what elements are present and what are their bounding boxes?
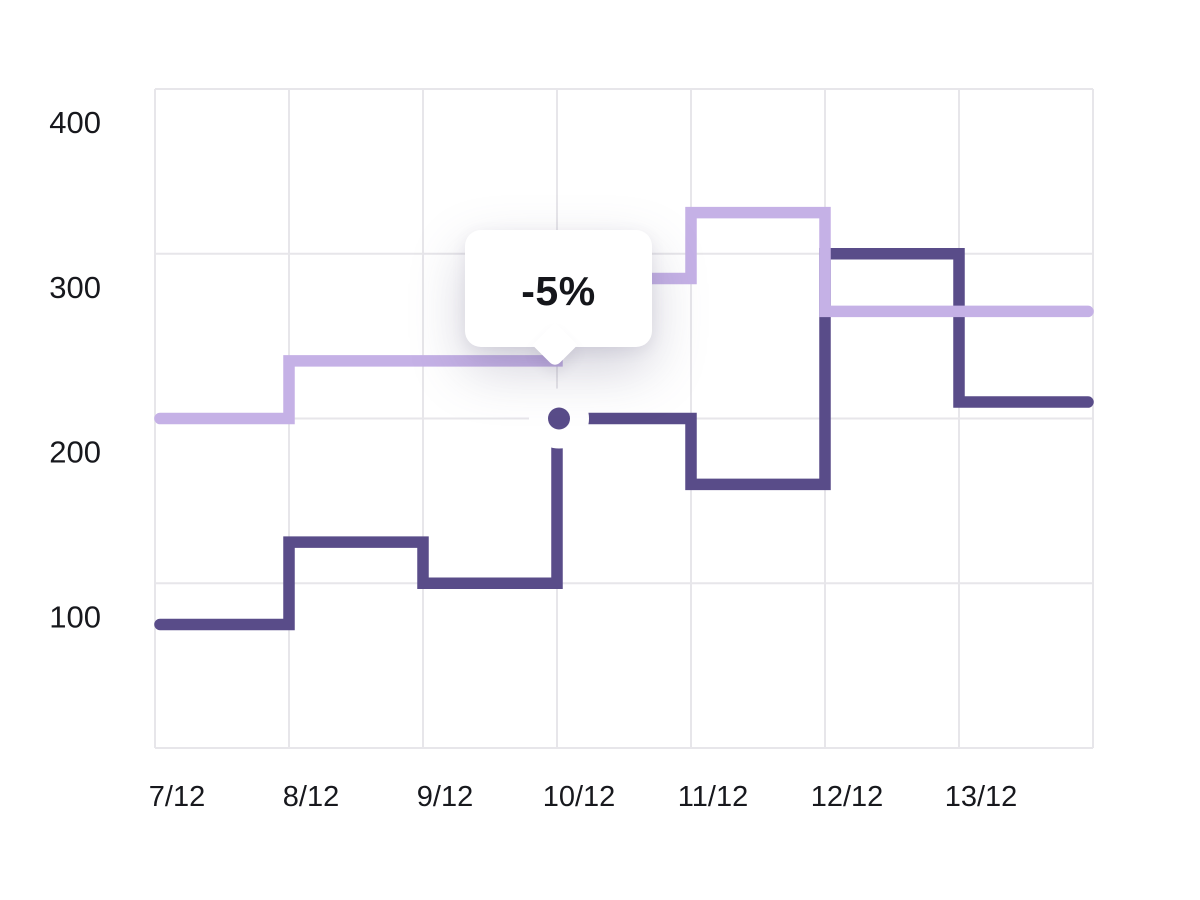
- tooltip: -5%: [465, 230, 652, 368]
- marker-dot[interactable]: [548, 407, 570, 430]
- x-axis-labels: 7/12 8/12 9/12 10/12 11/12 12/12 13/12: [149, 781, 1018, 813]
- x-tick-label-7/12: 7/12: [149, 781, 205, 813]
- x-tick-label-9/12: 9/12: [417, 781, 473, 813]
- x-tick-label-13/12: 13/12: [945, 781, 1018, 813]
- tooltip-value: -5%: [521, 268, 596, 314]
- x-tick-label-8/12: 8/12: [283, 781, 339, 813]
- x-tick-label-12/12: 12/12: [811, 781, 884, 813]
- x-tick-label-10/12: 10/12: [543, 781, 616, 813]
- y-axis-labels: 400 300 200 100: [49, 105, 101, 634]
- y-tick-label-200: 200: [49, 435, 101, 470]
- x-tick-label-11/12: 11/12: [678, 781, 748, 813]
- y-tick-label-100: 100: [49, 599, 101, 634]
- y-tick-label-400: 400: [49, 105, 101, 140]
- y-tick-label-300: 300: [49, 270, 101, 305]
- series-line-dark-purple[interactable]: [154, 248, 1094, 631]
- marker-group: [529, 388, 589, 449]
